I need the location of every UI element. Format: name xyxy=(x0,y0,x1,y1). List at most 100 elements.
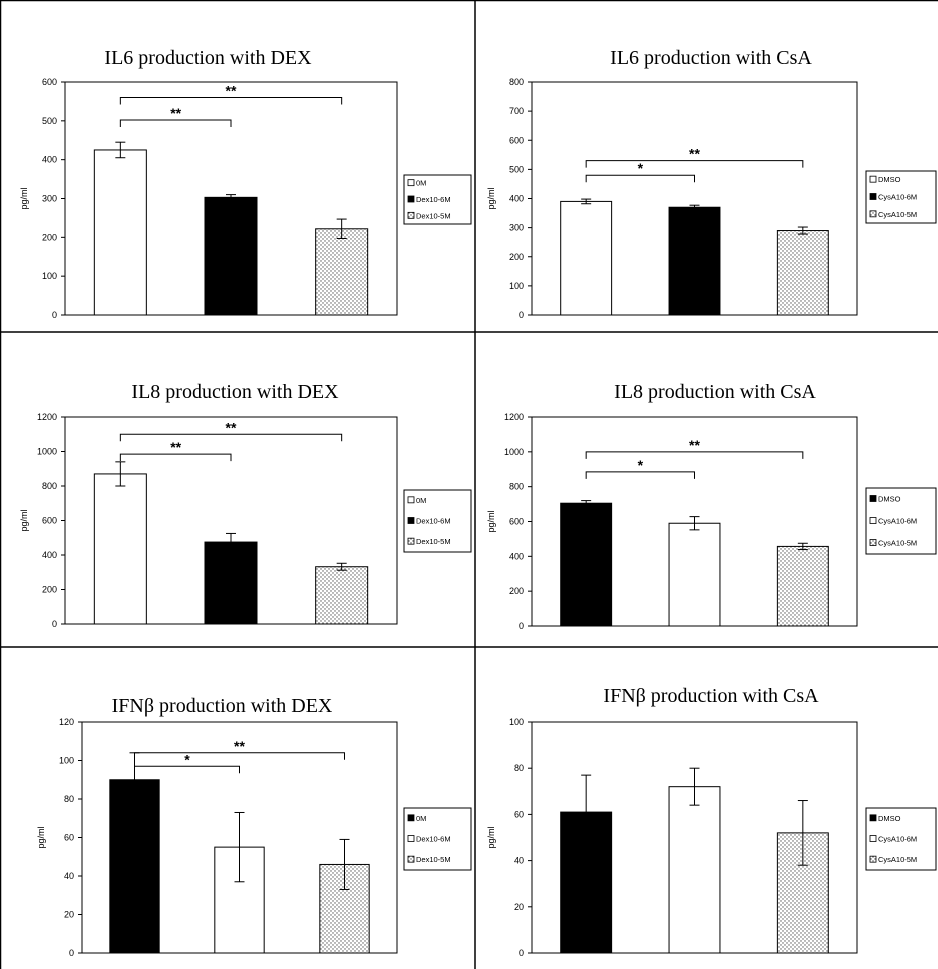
bar xyxy=(315,228,369,316)
legend-label: 0M xyxy=(416,179,426,188)
y-tick-label: 60 xyxy=(514,809,524,819)
significance-label: * xyxy=(184,751,190,767)
y-axis-label: pg/ml xyxy=(486,187,496,209)
legend-label: Dex10-6M xyxy=(416,517,451,526)
legend-swatch xyxy=(407,195,415,203)
significance-label: * xyxy=(638,160,644,176)
legend-swatch xyxy=(407,179,415,187)
legend-label: CysA10-6M xyxy=(878,517,917,526)
y-tick-label: 400 xyxy=(509,551,524,561)
y-axis-label: pg/ml xyxy=(486,510,496,532)
y-tick-label: 100 xyxy=(509,281,524,291)
legend-label: CysA10-5M xyxy=(878,855,917,864)
legend-label: CysA10-6M xyxy=(878,193,917,202)
chart-panel-4: IL8 production with CsA 0 200 400 600 800 1000… xyxy=(486,381,937,631)
significance-bracket xyxy=(119,97,343,105)
significance-bracket xyxy=(585,174,695,183)
significance-bracket xyxy=(119,453,232,462)
legend-swatch xyxy=(407,855,415,863)
legend-swatch xyxy=(869,539,877,546)
significance-label: ** xyxy=(226,419,237,435)
legend-swatch xyxy=(407,835,415,842)
legend-label: Dex10-5M xyxy=(416,855,451,864)
y-tick-label: 1200 xyxy=(37,412,57,422)
bar xyxy=(204,196,258,316)
y-tick-label: 0 xyxy=(519,621,524,631)
legend-swatch xyxy=(407,211,415,219)
bar xyxy=(560,502,613,627)
legend-swatch xyxy=(869,193,877,200)
significance-label: ** xyxy=(689,437,700,453)
chart-panel-2: IL6 production with CsA 0 100 200 300 400 500 6… xyxy=(486,47,937,320)
chart-title: IL8 production with DEX xyxy=(131,381,339,403)
y-tick-label: 0 xyxy=(519,310,524,320)
y-tick-label: 100 xyxy=(42,271,57,281)
legend-box xyxy=(865,807,937,871)
legend-label: CysA10-5M xyxy=(878,539,917,548)
significance-label: ** xyxy=(170,439,181,455)
chart-panel-1: IL6 production with DEX 0 100 200 300 400 500 6… xyxy=(19,47,472,320)
y-tick-label: 200 xyxy=(42,232,57,242)
legend-label: DMSO xyxy=(878,814,901,823)
y-tick-label: 400 xyxy=(42,155,57,165)
legend-swatch xyxy=(869,835,877,842)
y-tick-label: 200 xyxy=(42,585,57,595)
y-tick-label: 800 xyxy=(42,481,57,491)
legend-swatch xyxy=(869,855,877,863)
legend-swatch xyxy=(869,210,877,218)
y-tick-label: 600 xyxy=(509,135,524,145)
y-tick-label: 600 xyxy=(42,516,57,526)
significance-label: * xyxy=(638,457,644,473)
legend-label: 0M xyxy=(416,814,426,823)
y-tick-label: 120 xyxy=(59,717,74,727)
legend-label: Dex10-5M xyxy=(416,211,451,220)
legend-label: DMSO xyxy=(878,175,901,184)
y-tick-label: 300 xyxy=(42,194,57,204)
significance-bracket xyxy=(134,752,345,760)
y-tick-label: 700 xyxy=(509,106,524,116)
significance-bracket xyxy=(119,433,343,442)
legend-swatch xyxy=(407,814,415,822)
y-tick-label: 0 xyxy=(69,948,74,958)
bar xyxy=(668,786,721,954)
bar xyxy=(668,522,721,627)
bar xyxy=(93,149,147,316)
significance-bracket xyxy=(585,451,804,459)
y-tick-label: 1000 xyxy=(504,447,524,457)
legend-label: Dex10-6M xyxy=(416,195,451,204)
y-tick-label: 0 xyxy=(52,619,57,629)
legend-box xyxy=(403,174,472,225)
y-tick-label: 0 xyxy=(52,310,57,320)
bar xyxy=(776,230,829,316)
y-tick-label: 400 xyxy=(509,194,524,204)
legend-label: CysA10-5M xyxy=(878,210,917,219)
legend-swatch xyxy=(407,517,415,524)
y-tick-label: 20 xyxy=(514,902,524,912)
y-tick-label: 800 xyxy=(509,482,524,492)
legend-label: CysA10-6M xyxy=(878,835,917,844)
significance-label: ** xyxy=(689,146,700,162)
y-tick-label: 200 xyxy=(509,252,524,262)
legend-swatch xyxy=(869,175,877,183)
chart-title: IFNβ production with CsA xyxy=(603,685,819,707)
legend-swatch xyxy=(869,517,877,524)
legend-swatch xyxy=(407,496,415,504)
significance-label: ** xyxy=(170,105,181,121)
y-tick-label: 200 xyxy=(509,586,524,596)
y-tick-label: 1200 xyxy=(504,412,524,422)
y-tick-label: 800 xyxy=(509,77,524,87)
y-tick-label: 1000 xyxy=(37,447,57,457)
legend-label: Dex10-6M xyxy=(416,835,451,844)
y-axis-label: pg/ml xyxy=(486,826,496,848)
legend-swatch xyxy=(869,495,877,502)
significance-bracket xyxy=(119,119,232,128)
y-tick-label: 100 xyxy=(59,756,74,766)
y-tick-label: 0 xyxy=(519,948,524,958)
y-axis-label: pg/ml xyxy=(36,826,46,848)
bar xyxy=(776,545,829,627)
legend-swatch xyxy=(407,537,415,545)
chart-title: IL6 production with CsA xyxy=(610,47,812,69)
bar xyxy=(315,566,369,625)
y-tick-label: 600 xyxy=(42,77,57,87)
